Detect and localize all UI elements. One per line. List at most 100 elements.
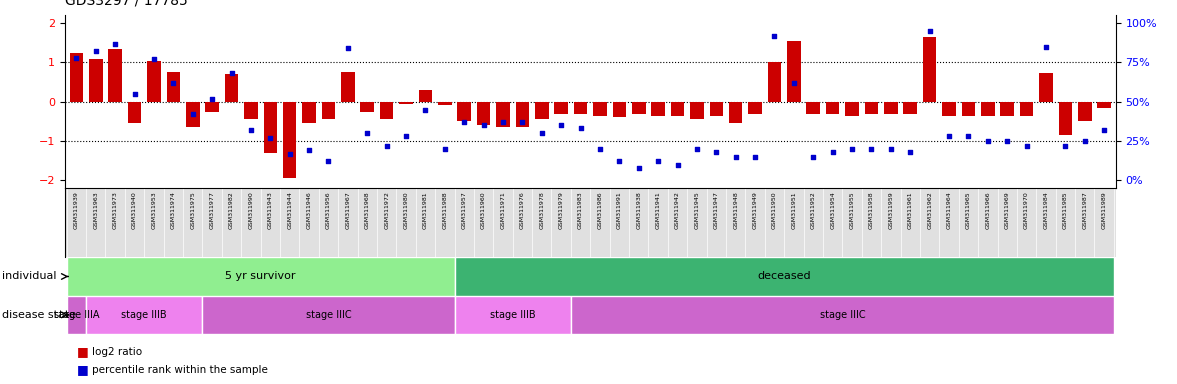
Point [900,149,919,155]
Text: GSM311962: GSM311962 [927,192,932,229]
Text: GSM311976: GSM311976 [520,192,525,229]
Point [1056,143,1075,149]
Point [358,130,377,136]
Point [687,146,706,152]
Bar [729,102,743,123]
Point [184,111,202,118]
Bar [845,102,859,116]
Text: GSM311964: GSM311964 [946,192,951,229]
Point [939,133,958,139]
Text: 5 yr survivor: 5 yr survivor [225,271,295,281]
Point [707,149,726,155]
Bar [454,257,1113,296]
Point [202,96,221,102]
Bar [67,257,454,296]
Text: GSM311985: GSM311985 [1063,192,1068,229]
Text: GSM311957: GSM311957 [461,192,467,229]
Text: GSM311975: GSM311975 [191,192,195,229]
Point [649,158,667,164]
Text: GSM311989: GSM311989 [1102,192,1106,229]
Point [261,135,280,141]
Point [300,147,319,154]
Text: GSM311991: GSM311991 [617,192,621,229]
Text: GSM311953: GSM311953 [152,192,157,229]
Text: stage IIIC: stage IIIC [819,310,865,320]
Bar [147,61,161,102]
Bar [516,102,530,127]
Bar [1039,73,1052,102]
Bar [419,90,432,102]
Text: GSM311940: GSM311940 [132,192,137,229]
Text: GSM311944: GSM311944 [287,192,292,230]
Text: stage IIIB: stage IIIB [121,310,167,320]
Point [145,56,164,63]
Bar [497,102,510,127]
Bar [671,102,684,116]
Text: GSM311954: GSM311954 [830,192,836,229]
Bar [282,102,297,178]
Bar [1000,102,1015,116]
Text: GSM311984: GSM311984 [1044,192,1049,229]
Point [804,154,823,160]
Point [67,55,86,61]
Bar [67,296,86,334]
Bar [264,102,277,153]
Text: GSM311974: GSM311974 [171,192,175,230]
Point [415,106,434,113]
Point [1076,138,1095,144]
Text: GSM311969: GSM311969 [1005,192,1010,229]
Bar [787,41,800,102]
Text: disease state: disease state [2,310,77,320]
Point [862,146,880,152]
Bar [573,102,587,114]
Bar [202,296,454,334]
Text: individual: individual [2,271,56,281]
Point [1095,127,1113,133]
Point [397,133,415,139]
Text: GSM311943: GSM311943 [268,192,273,230]
Text: GSM311946: GSM311946 [306,192,312,229]
Bar [1019,102,1033,116]
Text: GSM311971: GSM311971 [500,192,505,229]
Text: GSM311949: GSM311949 [752,192,758,230]
Bar [690,102,704,119]
Text: GSM311945: GSM311945 [694,192,699,229]
Bar [536,102,548,119]
Text: GSM311965: GSM311965 [966,192,971,229]
Bar [86,296,202,334]
Text: GSM311983: GSM311983 [578,192,583,229]
Point [454,119,473,125]
Text: GSM311960: GSM311960 [481,192,486,229]
Bar [1097,102,1111,108]
Point [125,91,144,97]
Bar [1078,102,1091,121]
Bar [571,296,1113,334]
Bar [980,102,995,116]
Text: GSM311948: GSM311948 [733,192,738,229]
Point [630,165,649,171]
Text: GSM311986: GSM311986 [598,192,603,229]
Point [1017,143,1036,149]
Point [843,146,862,152]
Bar [69,53,84,102]
Text: GSM311968: GSM311968 [365,192,370,229]
Point [106,41,125,47]
Text: GSM311990: GSM311990 [248,192,253,229]
Bar [826,102,839,114]
Bar [454,296,571,334]
Bar [166,72,180,102]
Bar [884,102,898,114]
Bar [341,72,354,102]
Point [319,158,338,164]
Text: GSM311958: GSM311958 [869,192,875,229]
Bar [438,102,452,105]
Text: GSM311979: GSM311979 [559,192,564,230]
Point [882,146,900,152]
Point [164,80,182,86]
Point [378,143,397,149]
Point [998,138,1017,144]
Point [1037,44,1056,50]
Text: GSM311952: GSM311952 [811,192,816,229]
Text: GSM311942: GSM311942 [676,192,680,230]
Point [86,48,105,55]
